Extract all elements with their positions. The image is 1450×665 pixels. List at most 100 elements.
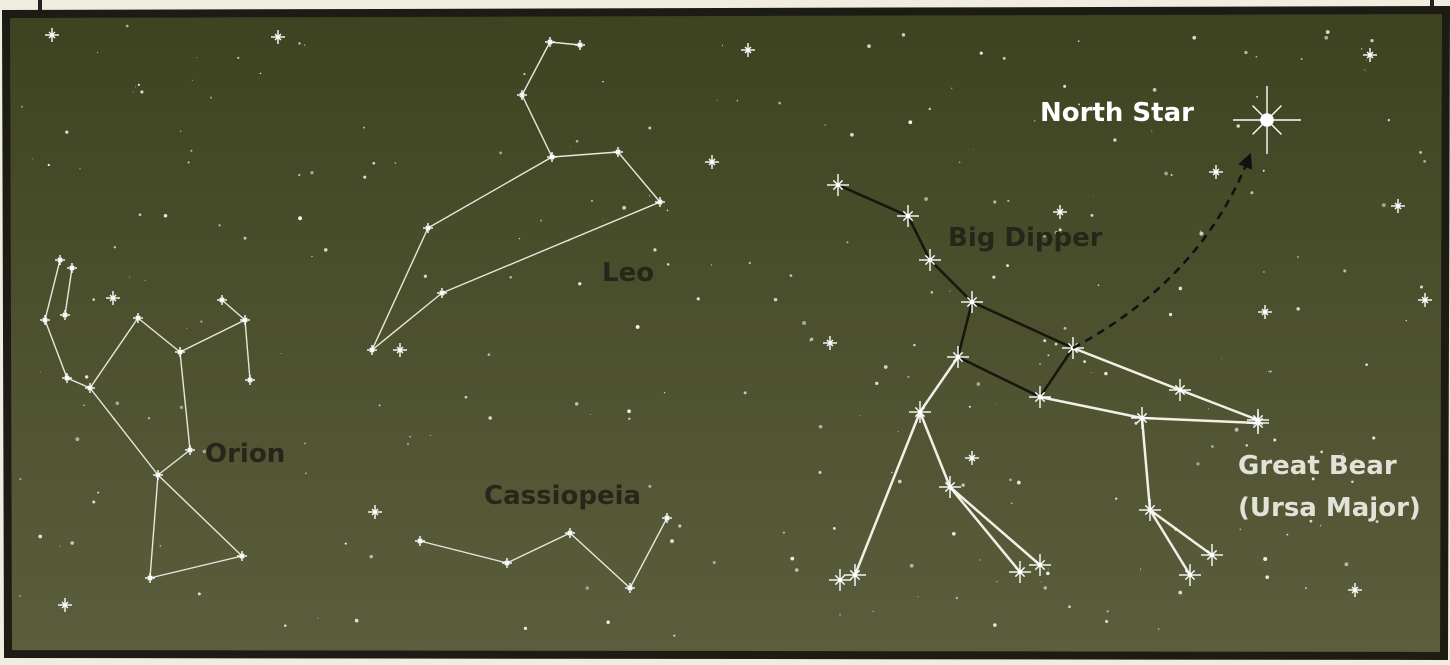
dust: [430, 435, 431, 436]
core: [711, 161, 714, 164]
dust: [363, 127, 365, 129]
dust: [355, 619, 359, 623]
dust: [1078, 40, 1080, 42]
core: [64, 314, 66, 316]
dust: [1297, 256, 1299, 258]
dust: [324, 248, 328, 252]
dust: [1263, 170, 1265, 172]
dust: [929, 108, 931, 110]
dust: [1178, 591, 1182, 595]
dust: [1246, 444, 1248, 446]
dust: [1305, 587, 1307, 589]
dust: [819, 471, 822, 474]
dust: [951, 88, 952, 89]
dust: [395, 162, 396, 163]
core: [189, 449, 191, 451]
dust: [115, 401, 119, 405]
core: [549, 41, 551, 43]
core: [971, 457, 974, 460]
dust: [488, 416, 492, 420]
dust: [980, 52, 983, 55]
dust: [32, 158, 33, 159]
dust: [568, 239, 570, 241]
dust: [148, 417, 150, 419]
core: [521, 94, 523, 96]
dust: [673, 635, 675, 637]
dust: [372, 162, 375, 165]
dust: [959, 161, 961, 163]
label: Cassiopeia: [484, 481, 641, 511]
label: North Star: [1040, 98, 1194, 128]
dust: [819, 425, 823, 429]
core: [399, 349, 402, 352]
dust: [298, 42, 300, 44]
core: [579, 44, 581, 46]
star-map: North Star Big Dipper Leo Orion Cassiope…: [0, 0, 1450, 660]
dust: [218, 224, 220, 226]
dust: [1093, 195, 1094, 196]
dust: [1174, 528, 1177, 531]
dust: [667, 263, 670, 266]
dust: [363, 176, 366, 179]
dust: [1113, 138, 1116, 141]
dust: [891, 472, 892, 473]
core: [149, 577, 151, 579]
dust: [973, 149, 974, 150]
core: [747, 49, 750, 52]
core: [1188, 573, 1192, 577]
dust: [627, 409, 631, 413]
dust: [281, 353, 282, 354]
dust: [976, 382, 980, 386]
dust: [622, 206, 626, 210]
dust: [1296, 307, 1300, 311]
dust: [237, 57, 239, 59]
dust: [40, 372, 41, 373]
dust: [783, 532, 785, 534]
dust: [1382, 203, 1386, 207]
dust: [898, 480, 902, 484]
dust: [97, 492, 99, 494]
dust: [180, 406, 183, 409]
dust: [636, 325, 640, 329]
dust: [1240, 529, 1241, 530]
core: [112, 297, 115, 300]
dust: [1273, 439, 1276, 442]
core: [371, 349, 373, 351]
dust: [1158, 628, 1159, 629]
dust: [1366, 59, 1367, 60]
dust: [1263, 557, 1267, 561]
dust: [591, 200, 593, 202]
dust: [1286, 534, 1288, 536]
dust: [1301, 58, 1303, 60]
dust: [1343, 269, 1346, 272]
dust: [1039, 363, 1041, 365]
dust: [317, 617, 318, 618]
dust: [576, 140, 579, 143]
dust: [790, 274, 793, 277]
dust: [83, 404, 85, 406]
dust: [188, 161, 190, 163]
dust: [1388, 119, 1390, 121]
dust: [305, 472, 307, 474]
core: [1424, 299, 1427, 302]
dust: [913, 344, 915, 346]
core: [221, 299, 223, 301]
dust: [113, 418, 115, 420]
dust: [850, 133, 854, 137]
dust: [59, 546, 60, 547]
dust: [133, 92, 134, 93]
dust: [164, 214, 168, 218]
dust: [992, 276, 995, 279]
dust: [1043, 339, 1046, 342]
core: [1369, 54, 1372, 57]
dust: [1171, 174, 1173, 176]
dust: [1034, 120, 1035, 121]
core: [374, 511, 377, 514]
core: [1215, 171, 1218, 174]
dust: [499, 151, 502, 154]
dust: [1169, 313, 1172, 316]
dust: [519, 238, 520, 239]
dust: [744, 391, 747, 394]
core: [569, 532, 571, 534]
dust: [847, 241, 849, 243]
